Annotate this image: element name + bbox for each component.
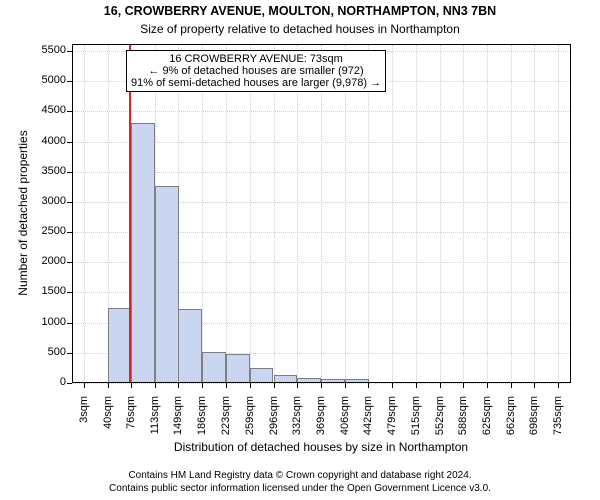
- x-tick: [558, 383, 559, 388]
- gridline-vertical: [345, 45, 346, 383]
- x-tick: [440, 383, 441, 388]
- gridline-vertical: [392, 45, 393, 383]
- y-tick-label: 4000: [32, 135, 66, 147]
- x-tick: [155, 383, 156, 388]
- histogram-bar: [108, 308, 132, 383]
- x-tick: [321, 383, 322, 388]
- histogram-bar: [178, 309, 202, 383]
- x-tick: [226, 383, 227, 388]
- x-tick-label: 442sqm: [362, 396, 374, 446]
- gridline-vertical: [274, 45, 275, 383]
- chart-container: 16, CROWBERRY AVENUE, MOULTON, NORTHAMPT…: [0, 0, 600, 500]
- plot-area: [72, 44, 571, 383]
- x-tick: [511, 383, 512, 388]
- y-tick: [67, 383, 72, 384]
- x-tick: [178, 383, 179, 388]
- x-tick-label: 332sqm: [291, 396, 303, 446]
- footer-attribution: Contains HM Land Registry data © Crown c…: [0, 470, 600, 495]
- annotation-line: 91% of semi-detached houses are larger (…: [131, 77, 381, 89]
- x-tick: [463, 383, 464, 388]
- x-tick: [131, 383, 132, 388]
- x-tick-label: 515sqm: [410, 396, 422, 446]
- histogram-bar: [131, 123, 155, 383]
- y-tick-label: 1500: [32, 285, 66, 297]
- x-tick-label: 552sqm: [434, 396, 446, 446]
- x-tick-label: 186sqm: [196, 396, 208, 446]
- annotation-line: 16 CROWBERRY AVENUE: 73sqm: [131, 53, 381, 65]
- gridline-vertical: [558, 45, 559, 383]
- gridline-vertical: [202, 45, 203, 383]
- x-tick-label: 40sqm: [102, 396, 114, 446]
- x-tick: [250, 383, 251, 388]
- x-tick-label: 223sqm: [220, 396, 232, 446]
- annotation-line: ← 9% of detached houses are smaller (972…: [131, 65, 381, 77]
- x-tick: [416, 383, 417, 388]
- x-tick: [202, 383, 203, 388]
- y-axis-line: [72, 45, 73, 383]
- y-tick-label: 3500: [32, 165, 66, 177]
- gridline-vertical: [534, 45, 535, 383]
- y-tick-label: 1000: [32, 316, 66, 328]
- gridline-vertical: [250, 45, 251, 383]
- footer-line2: Contains public sector information licen…: [0, 483, 600, 496]
- y-tick-label: 3000: [32, 195, 66, 207]
- gridline-vertical: [463, 45, 464, 383]
- x-tick-label: 698sqm: [528, 396, 540, 446]
- x-tick: [345, 383, 346, 388]
- x-tick: [534, 383, 535, 388]
- annotation-box: 16 CROWBERRY AVENUE: 73sqm← 9% of detach…: [126, 50, 386, 92]
- x-tick-label: 259sqm: [244, 396, 256, 446]
- histogram-bar: [250, 368, 274, 383]
- histogram-bar: [155, 186, 179, 383]
- chart-title-line1: 16, CROWBERRY AVENUE, MOULTON, NORTHAMPT…: [0, 4, 600, 18]
- x-tick: [487, 383, 488, 388]
- chart-title-line2: Size of property relative to detached ho…: [0, 22, 600, 36]
- histogram-bar: [202, 352, 226, 383]
- property-marker-line: [129, 45, 131, 383]
- x-tick-label: 662sqm: [505, 396, 517, 446]
- x-tick-label: 735sqm: [552, 396, 564, 446]
- x-tick-label: 588sqm: [457, 396, 469, 446]
- gridline-vertical: [440, 45, 441, 383]
- x-tick-label: 369sqm: [315, 396, 327, 446]
- histogram-bar: [226, 354, 250, 383]
- x-tick-label: 76sqm: [125, 396, 137, 446]
- x-tick-label: 113sqm: [149, 396, 161, 446]
- gridline-vertical: [297, 45, 298, 383]
- gridline-vertical: [416, 45, 417, 383]
- y-tick-label: 500: [32, 346, 66, 358]
- gridline-vertical: [226, 45, 227, 383]
- x-tick: [368, 383, 369, 388]
- x-tick: [297, 383, 298, 388]
- x-tick-label: 296sqm: [268, 396, 280, 446]
- x-tick: [84, 383, 85, 388]
- gridline-vertical: [321, 45, 322, 383]
- gridline-vertical: [368, 45, 369, 383]
- footer-line1: Contains HM Land Registry data © Crown c…: [0, 470, 600, 483]
- y-axis-label: Number of detached properties: [16, 44, 30, 382]
- gridline-vertical: [487, 45, 488, 383]
- x-tick-label: 406sqm: [339, 396, 351, 446]
- x-tick-label: 479sqm: [386, 396, 398, 446]
- x-tick-label: 625sqm: [481, 396, 493, 446]
- y-tick-label: 5000: [32, 74, 66, 86]
- x-axis-line: [72, 382, 570, 383]
- y-tick-label: 2500: [32, 225, 66, 237]
- gridline-vertical: [511, 45, 512, 383]
- y-tick-label: 0: [32, 376, 66, 388]
- x-tick-label: 149sqm: [172, 396, 184, 446]
- y-tick-label: 4500: [32, 104, 66, 116]
- gridline-vertical: [84, 45, 85, 383]
- x-tick-label: 3sqm: [78, 396, 90, 446]
- y-tick-label: 2000: [32, 255, 66, 267]
- y-tick-label: 5500: [32, 44, 66, 56]
- x-tick: [274, 383, 275, 388]
- x-tick: [108, 383, 109, 388]
- x-tick: [392, 383, 393, 388]
